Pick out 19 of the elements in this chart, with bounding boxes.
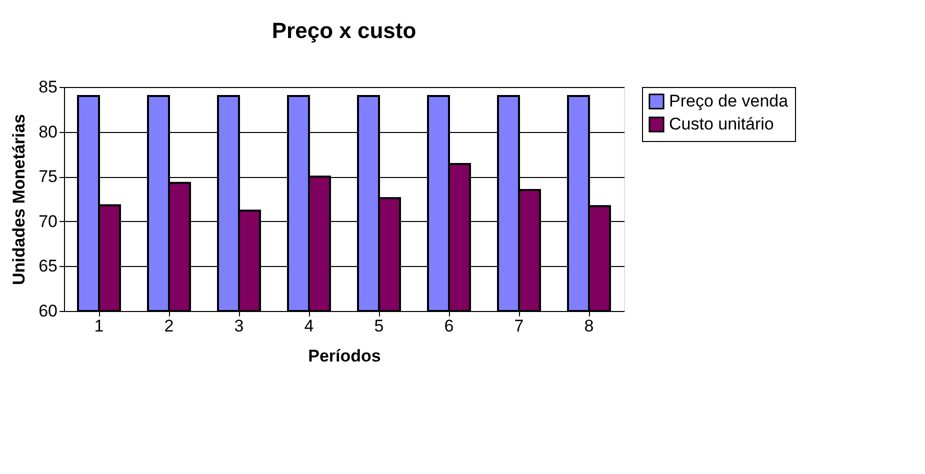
x-tick-label: 6 xyxy=(444,316,454,336)
y-tick-label: 60 xyxy=(38,302,58,320)
x-tick-label: 1 xyxy=(94,316,104,336)
x-tick-label: 2 xyxy=(164,316,174,336)
y-tick-label: 80 xyxy=(38,122,58,142)
legend-label: Custo unitário xyxy=(669,114,774,134)
y-tick-label: 70 xyxy=(38,212,58,231)
x-tick-label: 4 xyxy=(304,316,314,336)
legend-label: Preço de venda xyxy=(669,92,789,110)
x-tick-label: 7 xyxy=(514,316,524,336)
y-tick-label: 85 xyxy=(38,78,58,96)
x-tick-label: 8 xyxy=(584,316,594,336)
y-tick-label: 75 xyxy=(38,167,58,186)
x-axis-title: Períodos xyxy=(308,346,381,366)
x-tick-label: 5 xyxy=(374,316,384,336)
x-tick-label: 3 xyxy=(234,316,244,336)
y-axis-title: Unidades Monetárias xyxy=(10,114,29,285)
y-tick-label: 65 xyxy=(38,256,58,276)
chart-title: Preço x custo xyxy=(272,18,416,43)
